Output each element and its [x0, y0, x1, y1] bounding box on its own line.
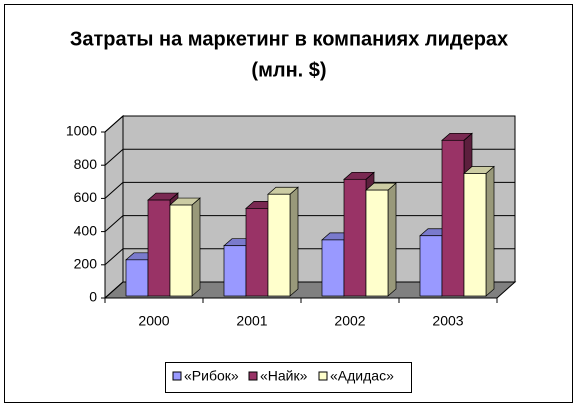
legend-label: «Найк»: [260, 368, 308, 384]
x-tick-label: 2001: [236, 313, 267, 329]
bar: [125, 259, 149, 297]
bar: [147, 199, 171, 297]
x-tick-label: 2003: [432, 313, 463, 329]
bar-side: [289, 186, 299, 297]
y-tick-label: 600: [74, 189, 98, 205]
bar: [267, 193, 291, 297]
y-tick-label: 1000: [66, 123, 97, 139]
bar: [365, 189, 389, 297]
bar-side: [191, 197, 201, 297]
legend-swatch: [172, 371, 182, 381]
legend-label: «Адидас»: [330, 368, 394, 384]
bar: [441, 139, 465, 297]
y-tick-label: 0: [89, 289, 97, 305]
grid-line: [104, 148, 124, 166]
bar: [169, 204, 193, 297]
grid-line: [104, 248, 124, 266]
bar: [245, 208, 269, 297]
legend-box: [165, 362, 412, 393]
x-tick-label: 2000: [138, 313, 169, 329]
bar: [343, 178, 367, 297]
bar: [419, 235, 443, 297]
bar: [321, 239, 345, 297]
grid-line: [104, 281, 124, 299]
chart-title: (млн. $): [251, 59, 326, 81]
y-tick-label: 800: [74, 156, 98, 172]
bar-side: [485, 165, 495, 297]
legend-label: «Рибок»: [184, 368, 239, 384]
grid-line: [104, 215, 124, 232]
side-wall: [104, 114, 124, 300]
bar: [223, 245, 247, 297]
grid-line: [104, 182, 124, 199]
grid-line: [104, 115, 124, 133]
bar: [463, 173, 487, 297]
legend-swatch: [318, 371, 328, 381]
bar-side: [387, 182, 397, 297]
x-tick-label: 2002: [334, 313, 365, 329]
chart-title: Затраты на маркетинг в компаниях лидерах: [70, 28, 508, 50]
legend-swatch: [248, 371, 258, 381]
y-tick-label: 400: [74, 222, 98, 238]
y-tick-label: 200: [74, 256, 98, 272]
